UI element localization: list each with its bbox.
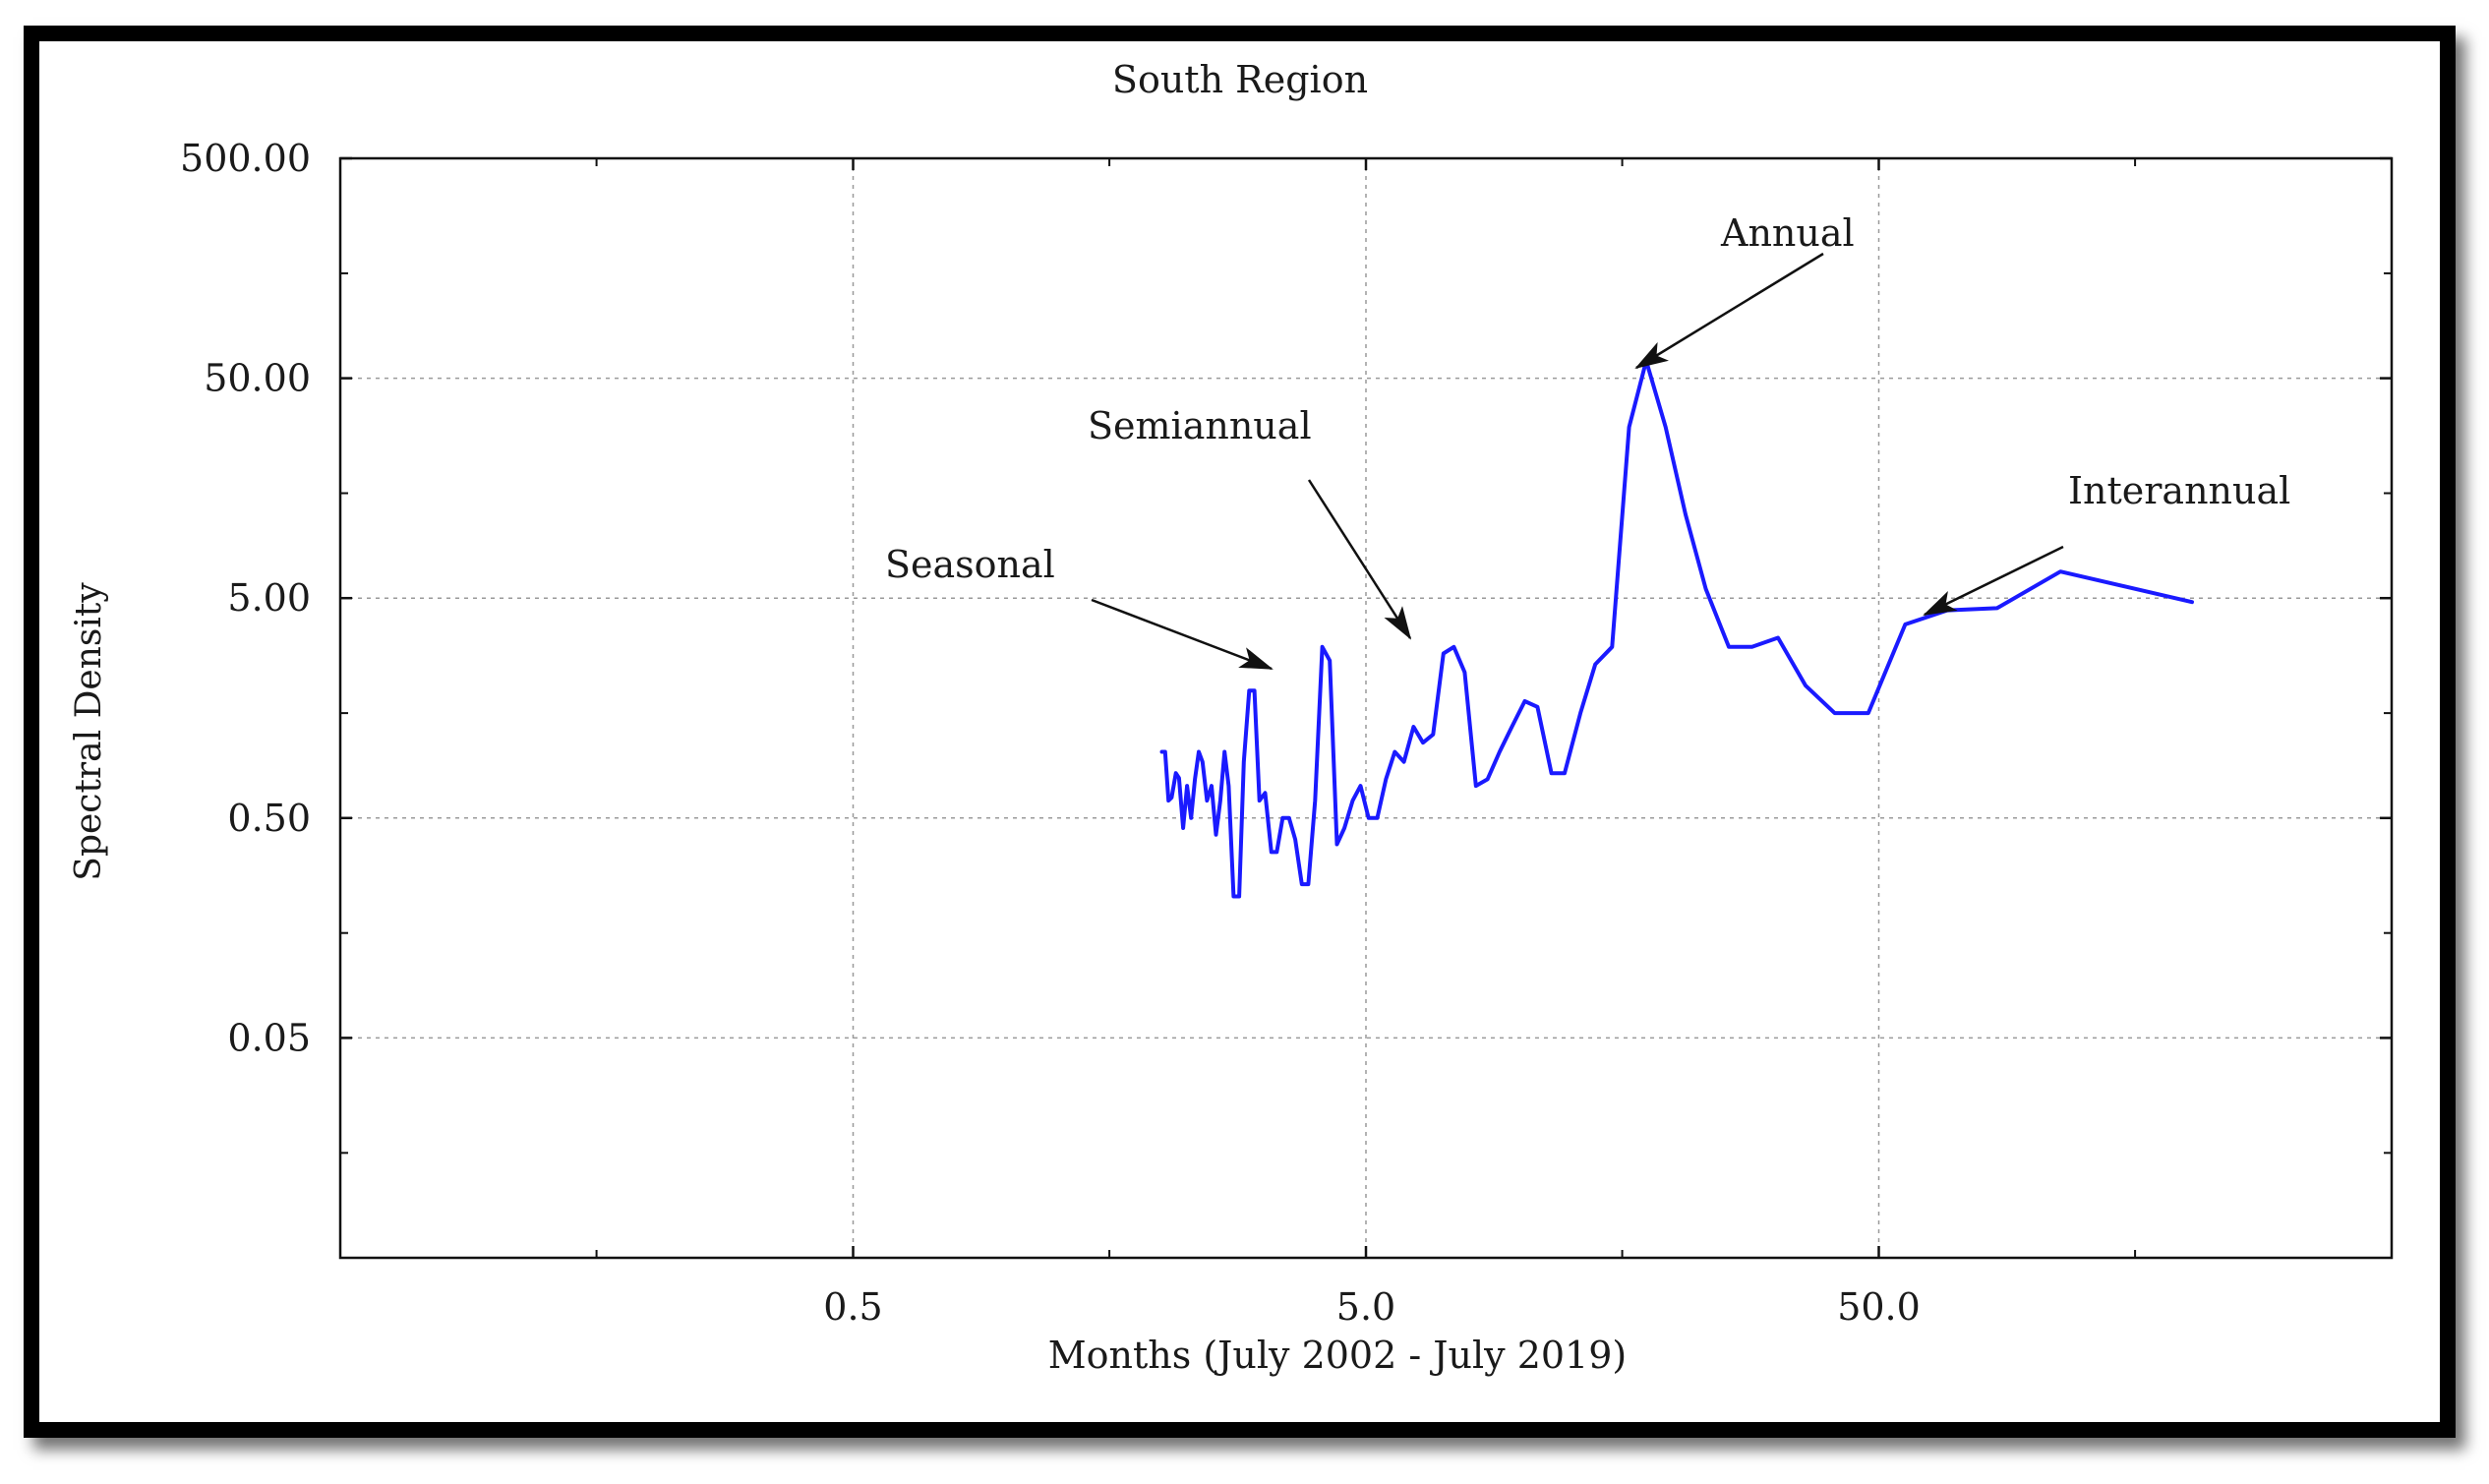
annotations: Annual Semiannual Seasonal Interannual: [885, 211, 2290, 671]
x-tick-label: 50.0: [1837, 1285, 1921, 1329]
tick-marks: [340, 156, 2392, 1258]
x-axis-label: Months (July 2002 - July 2019): [1048, 1334, 1627, 1377]
spectral-density-line: [1159, 358, 2194, 899]
spectral-density-chart: South Region 500.00 50.00 5.00 0.50 0.05 0.5…: [69, 58, 2394, 1377]
x-tick-label: 5.0: [1336, 1285, 1395, 1329]
y-tick-label: 50.00: [204, 357, 311, 400]
figure-frame: South Region 500.00 50.00 5.00 0.50 0.05 0.5…: [24, 26, 2456, 1438]
x-tick-labels: 0.5 5.0 50.0: [823, 1285, 1921, 1329]
x-tick-label: 0.5: [823, 1285, 882, 1329]
seasonal-label: Seasonal: [885, 543, 1055, 586]
interannual-arrow: [1923, 545, 2064, 617]
chart-title: South Region: [1112, 58, 1368, 101]
y-tick-label: 0.05: [227, 1016, 311, 1059]
annual-label: Annual: [1720, 211, 1855, 255]
y-tick-label: 0.50: [227, 797, 311, 840]
semiannual-label: Semiannual: [1088, 404, 1312, 447]
y-tick-labels: 500.00 50.00 5.00 0.50 0.05: [180, 137, 311, 1059]
seasonal-arrow: [1091, 598, 1274, 671]
annual-arrow: [1634, 252, 1824, 370]
y-tick-label: 5.00: [227, 576, 311, 620]
interannual-label: Interannual: [2068, 469, 2290, 512]
gridlines: [340, 157, 2392, 1258]
semiannual-arrow: [1307, 479, 1412, 640]
y-tick-label: 500.00: [180, 137, 311, 180]
y-axis-label: Spectral Density: [69, 582, 109, 881]
